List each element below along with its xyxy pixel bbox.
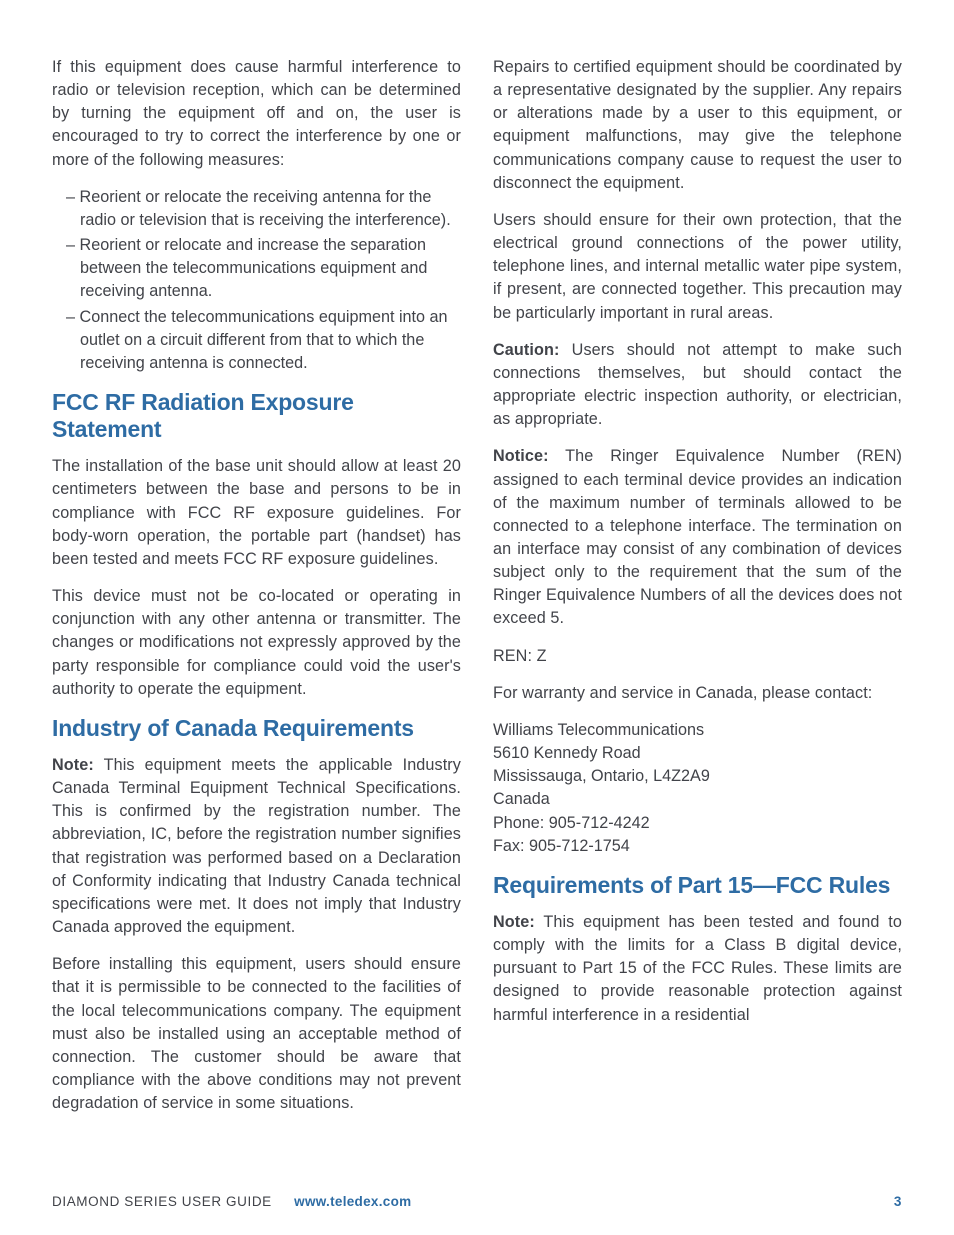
caution-paragraph: Caution: Users should not attempt to mak… <box>493 339 902 432</box>
ic-paragraph-2: Before installing this equipment, users … <box>52 953 461 1115</box>
notice-label: Notice: <box>493 447 549 465</box>
ic-note-paragraph: Note: This equipment meets the applicabl… <box>52 754 461 939</box>
measures-list: Reorient or relocate the receiving anten… <box>52 186 461 375</box>
address-line: Phone: 905-712-4242 <box>493 812 902 835</box>
footer-url: www.teledex.com <box>294 1194 411 1209</box>
note-label: Note: <box>493 913 535 931</box>
list-item: Reorient or relocate the receiving anten… <box>52 186 461 232</box>
footer-guide-title: DIAMOND SERIES USER GUIDE <box>52 1194 272 1209</box>
fcc-paragraph-1: The installation of the base unit should… <box>52 455 461 571</box>
footer-left: DIAMOND SERIES USER GUIDE www.teledex.co… <box>52 1194 411 1209</box>
note-label: Note: <box>52 756 94 774</box>
ic-paragraph-4: Users should ensure for their own protec… <box>493 209 902 325</box>
address-line: Mississauga, Ontario, L4Z2A9 <box>493 765 902 788</box>
part15-note-paragraph: Note: This equipment has been tested and… <box>493 911 902 1027</box>
caution-label: Caution: <box>493 341 559 359</box>
content-columns: If this equipment does cause harmful int… <box>52 56 902 1156</box>
fcc-paragraph-2: This device must not be co-located or op… <box>52 585 461 701</box>
page-footer: DIAMOND SERIES USER GUIDE www.teledex.co… <box>52 1194 902 1209</box>
address-line: Canada <box>493 788 902 811</box>
address-line: Williams Telecommunications <box>493 719 902 742</box>
heading-part15: Requirements of Part 15—FCC Rules <box>493 872 902 899</box>
notice-text: The Ringer Equivalence Number (REN) assi… <box>493 447 902 627</box>
contact-address: Williams Telecommunications 5610 Kennedy… <box>493 719 902 858</box>
heading-fcc-rf: FCC RF Radiation Exposure Statement <box>52 389 461 443</box>
ic-paragraph-3: Repairs to certified equipment should be… <box>493 56 902 195</box>
list-item: Connect the telecommunications equipment… <box>52 306 461 375</box>
warranty-paragraph: For warranty and service in Canada, plea… <box>493 682 902 705</box>
address-line: 5610 Kennedy Road <box>493 742 902 765</box>
intro-paragraph: If this equipment does cause harmful int… <box>52 56 461 172</box>
note-text: This equipment meets the applicable Indu… <box>52 756 461 936</box>
list-item: Reorient or relocate and increase the se… <box>52 234 461 303</box>
notice-paragraph: Notice: The Ringer Equivalence Number (R… <box>493 445 902 630</box>
footer-page-number: 3 <box>894 1194 902 1209</box>
heading-industry-canada: Industry of Canada Requirements <box>52 715 461 742</box>
address-line: Fax: 905-712-1754 <box>493 835 902 858</box>
ren-line: REN: Z <box>493 645 902 668</box>
note-text: This equipment has been tested and found… <box>493 913 902 1024</box>
